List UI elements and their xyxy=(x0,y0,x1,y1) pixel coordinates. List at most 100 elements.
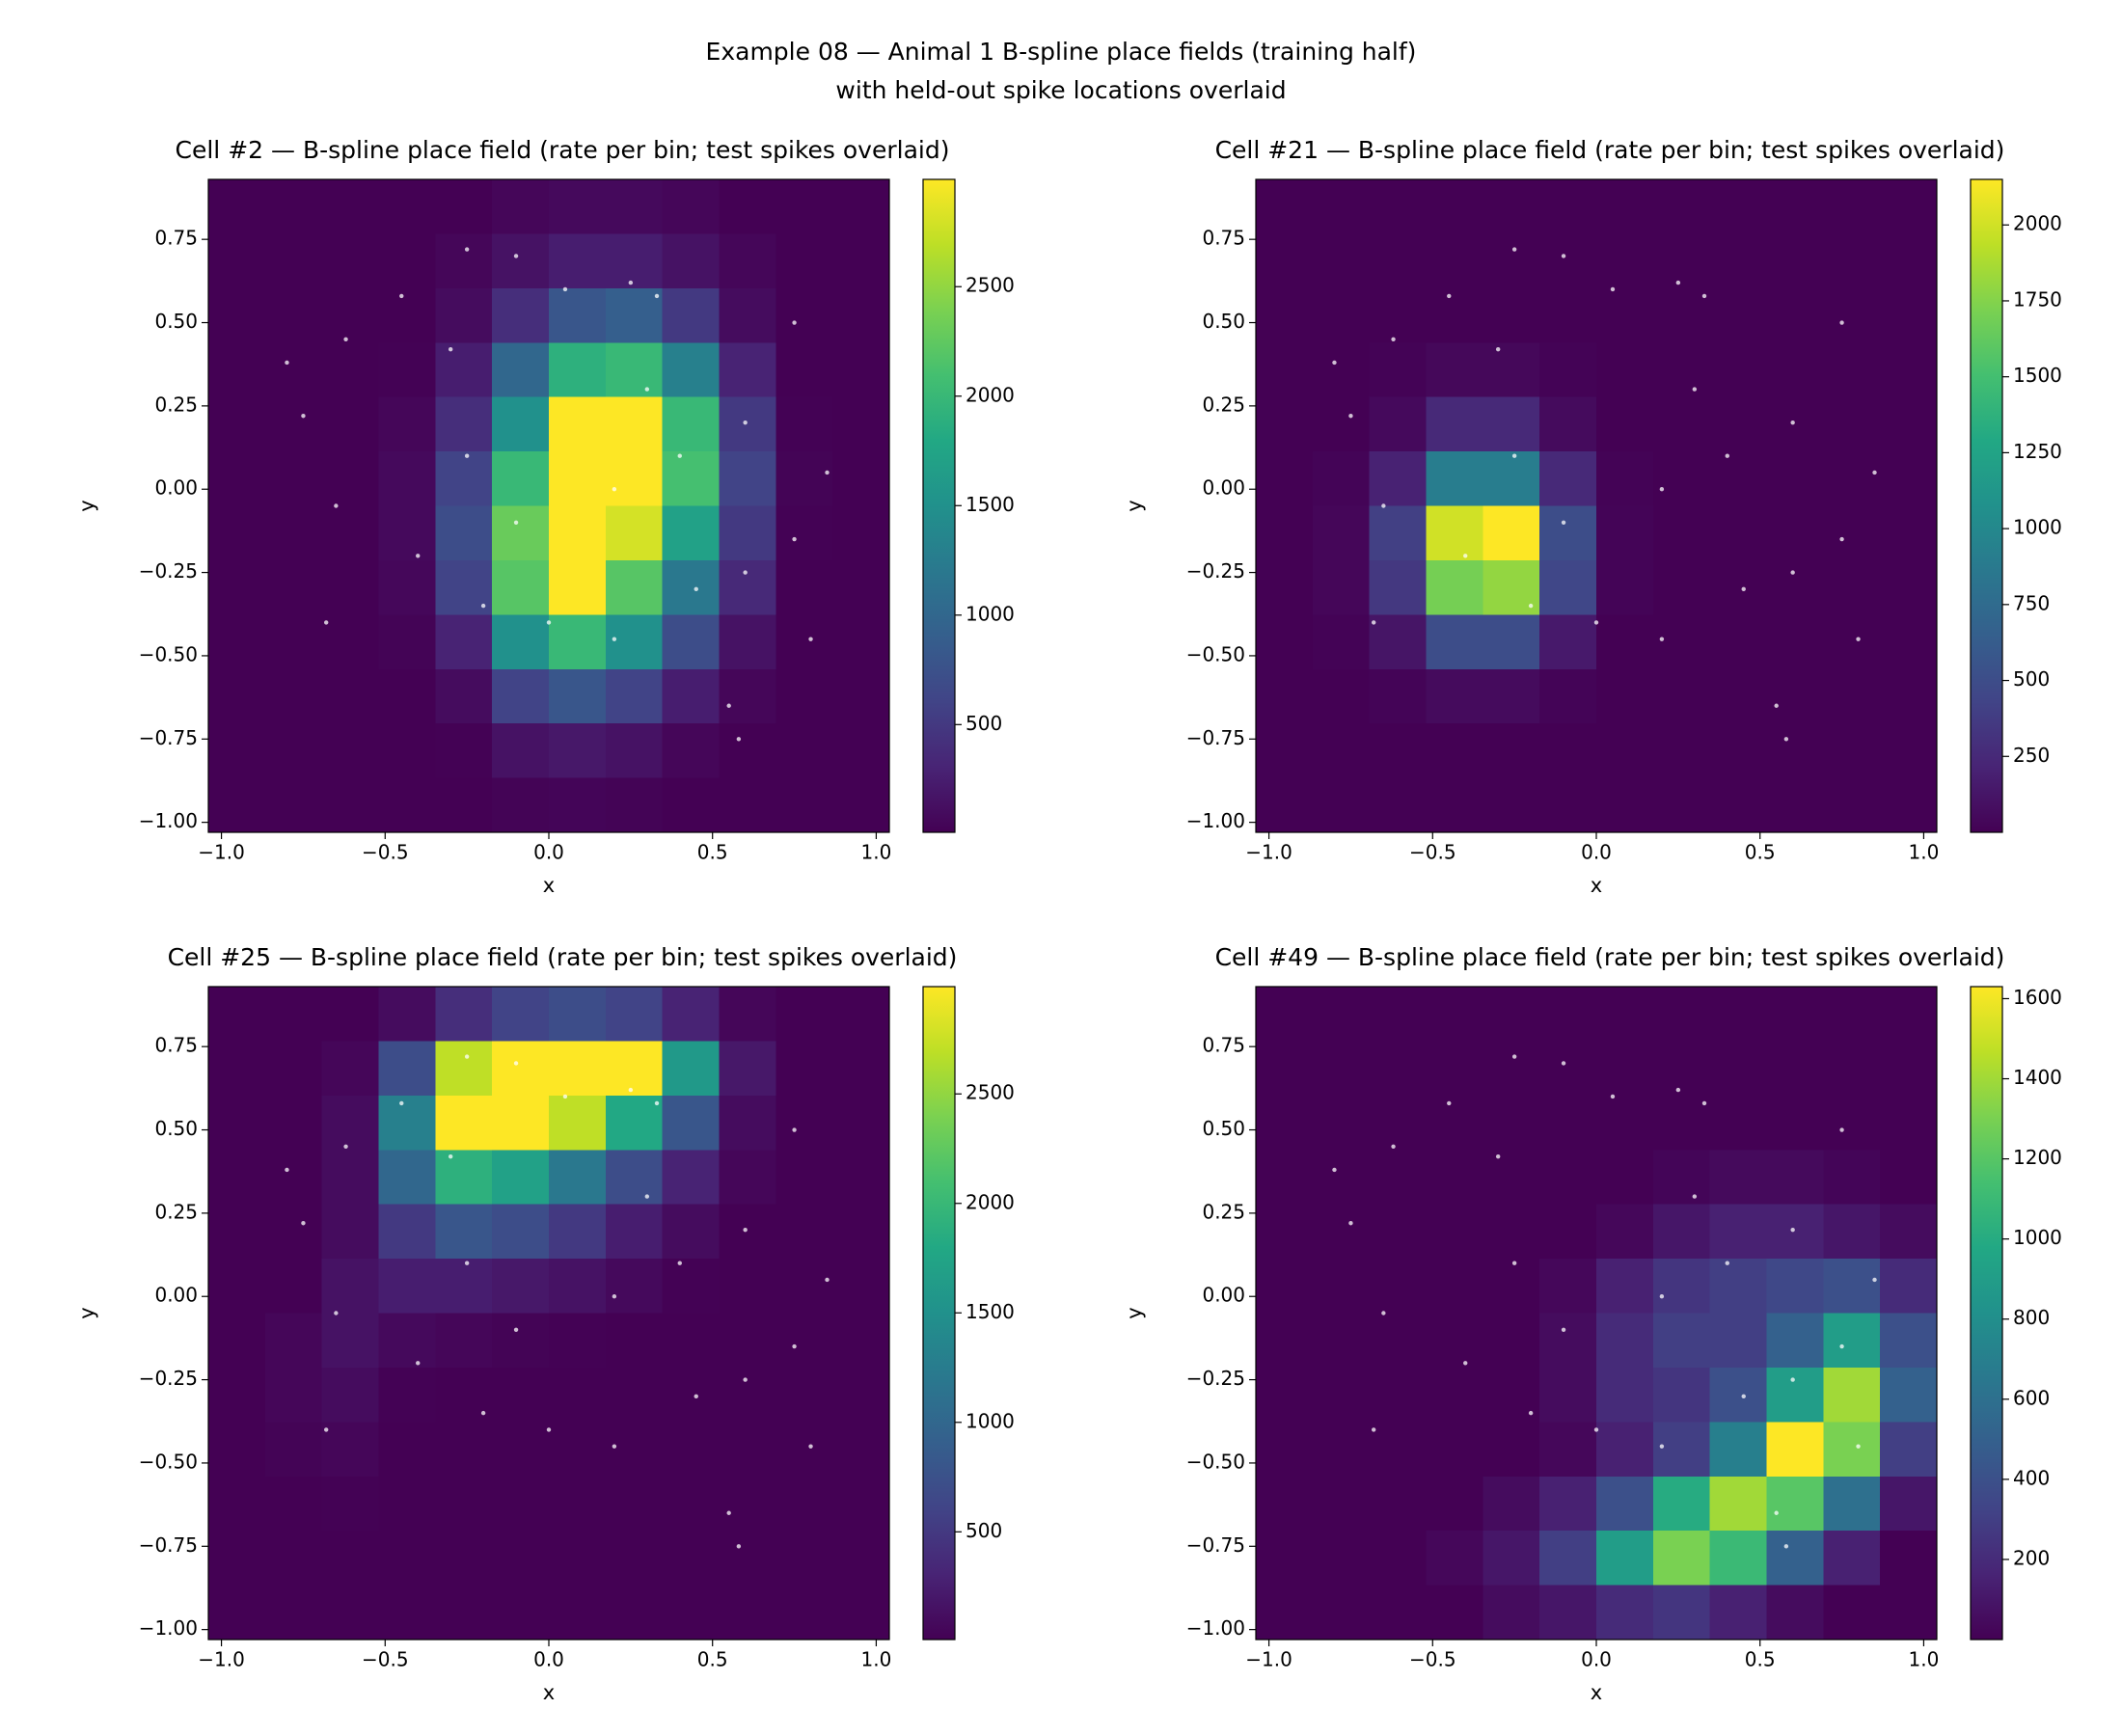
heatmap-cell xyxy=(492,723,550,779)
heatmap-cell xyxy=(662,179,721,235)
heatmap-cell xyxy=(1652,1041,1711,1097)
heatmap-cell xyxy=(719,1531,776,1587)
heatmap-cell xyxy=(264,1367,323,1423)
heatmap-cell xyxy=(1256,559,1314,615)
heatmap-cell xyxy=(1652,559,1711,615)
heatmap-cell xyxy=(264,342,323,398)
heatmap-cell xyxy=(775,723,833,779)
heatmap-cell xyxy=(1539,723,1597,779)
heatmap-cell xyxy=(662,668,721,724)
spike-point xyxy=(808,637,813,641)
heatmap-cell xyxy=(1483,1476,1540,1532)
heatmap-cell xyxy=(492,342,550,398)
heatmap-cell xyxy=(208,287,266,343)
heatmap-cell xyxy=(719,614,776,670)
heatmap-cell xyxy=(1596,1422,1654,1478)
heatmap-cell xyxy=(832,614,890,670)
spike-point xyxy=(513,1061,519,1066)
spike-point xyxy=(334,503,339,508)
heatmap-cell xyxy=(1709,1259,1768,1315)
x-axis-label: x xyxy=(1591,874,1602,897)
heatmap-cell xyxy=(378,396,436,452)
heatmap-cell xyxy=(719,1204,776,1260)
heatmap-cell xyxy=(1369,1204,1428,1260)
spike-point xyxy=(612,487,617,492)
heatmap-cell xyxy=(1426,1585,1483,1641)
heatmap-cell xyxy=(549,777,607,833)
spike-point xyxy=(464,1261,470,1265)
spike-point xyxy=(1790,570,1795,575)
heatmap-cell xyxy=(208,1150,266,1206)
heatmap-cell xyxy=(1709,342,1768,398)
colorbar-tick-label: 2000 xyxy=(2013,212,2062,235)
spike-point xyxy=(1659,1294,1665,1299)
heatmap-cell xyxy=(435,396,493,452)
heatmap-cell xyxy=(492,987,550,1043)
heatmap-cell xyxy=(321,1422,380,1478)
heatmap-cell xyxy=(435,723,493,779)
spike-point xyxy=(464,1054,470,1059)
spike-point xyxy=(416,1361,421,1366)
heatmap-cell xyxy=(208,1259,266,1315)
x-tick-label: 0.5 xyxy=(697,841,728,864)
heatmap-cell xyxy=(662,505,721,561)
heatmap-cell xyxy=(1369,287,1428,343)
heatmap-cell xyxy=(1539,1585,1597,1641)
heatmap-cell xyxy=(492,451,550,507)
heatmap-cell xyxy=(208,342,266,398)
heatmap-cell xyxy=(549,1259,607,1315)
heatmap-cell xyxy=(492,614,550,670)
heatmap-cell xyxy=(1256,1259,1314,1315)
heatmap-cell xyxy=(1652,1259,1711,1315)
heatmap-cell xyxy=(1652,287,1711,343)
heatmap-cell xyxy=(435,1259,493,1315)
heatmap-cell xyxy=(1312,451,1371,507)
heatmap-cell xyxy=(321,668,380,724)
heatmap-cell xyxy=(605,777,664,833)
heatmap-cell xyxy=(208,505,266,561)
heatmap-cell xyxy=(719,342,776,398)
spike-point xyxy=(416,554,421,558)
heatmap-cell xyxy=(208,1313,266,1369)
spike-point xyxy=(1528,603,1534,609)
colorbar-tick-label: 500 xyxy=(966,1519,1002,1542)
spike-point xyxy=(644,1194,650,1199)
heatmap-cell xyxy=(492,233,550,289)
x-tick-label: −1.0 xyxy=(198,841,245,864)
heatmap-cell xyxy=(1880,723,1938,779)
x-tick-label: 1.0 xyxy=(861,1648,892,1671)
heatmap-cell xyxy=(719,1150,776,1206)
heatmap-cell xyxy=(1483,777,1540,833)
spike-point xyxy=(1332,360,1337,366)
heatmap-cell xyxy=(1652,1095,1711,1151)
heatmap-cell xyxy=(549,1041,607,1097)
heatmap-cell xyxy=(1766,1531,1824,1587)
heatmap-cell xyxy=(435,1531,493,1587)
heatmap-cell xyxy=(1483,451,1540,507)
heatmap-cell xyxy=(1483,396,1540,452)
heatmap-cell xyxy=(1652,1204,1711,1260)
heatmap-cell xyxy=(1880,1476,1938,1532)
heatmap-cell xyxy=(605,342,664,398)
heatmap-cell xyxy=(719,451,776,507)
heatmap-cell xyxy=(832,777,890,833)
heatmap-cell xyxy=(1766,342,1824,398)
spike-point xyxy=(1381,503,1386,508)
spike-point xyxy=(1511,453,1517,458)
heatmap-cell xyxy=(321,451,380,507)
heatmap-cell xyxy=(1880,1150,1938,1206)
spike-point xyxy=(1675,1087,1681,1093)
heatmap-cell xyxy=(321,987,380,1043)
heatmap-cell xyxy=(264,559,323,615)
heatmap-cell xyxy=(1823,179,1881,235)
heatmap-cell xyxy=(1312,1204,1371,1260)
heatmap-cell xyxy=(1880,233,1938,289)
heatmap-cell xyxy=(1766,1367,1824,1423)
heatmap-cell xyxy=(1369,451,1428,507)
spike-point xyxy=(743,1227,748,1233)
heatmap-cell xyxy=(775,505,833,561)
heatmap-cell xyxy=(662,1259,721,1315)
heatmap-cell xyxy=(378,777,436,833)
heatmap-cell xyxy=(832,1585,890,1641)
y-tick-label: −0.75 xyxy=(139,1533,198,1557)
